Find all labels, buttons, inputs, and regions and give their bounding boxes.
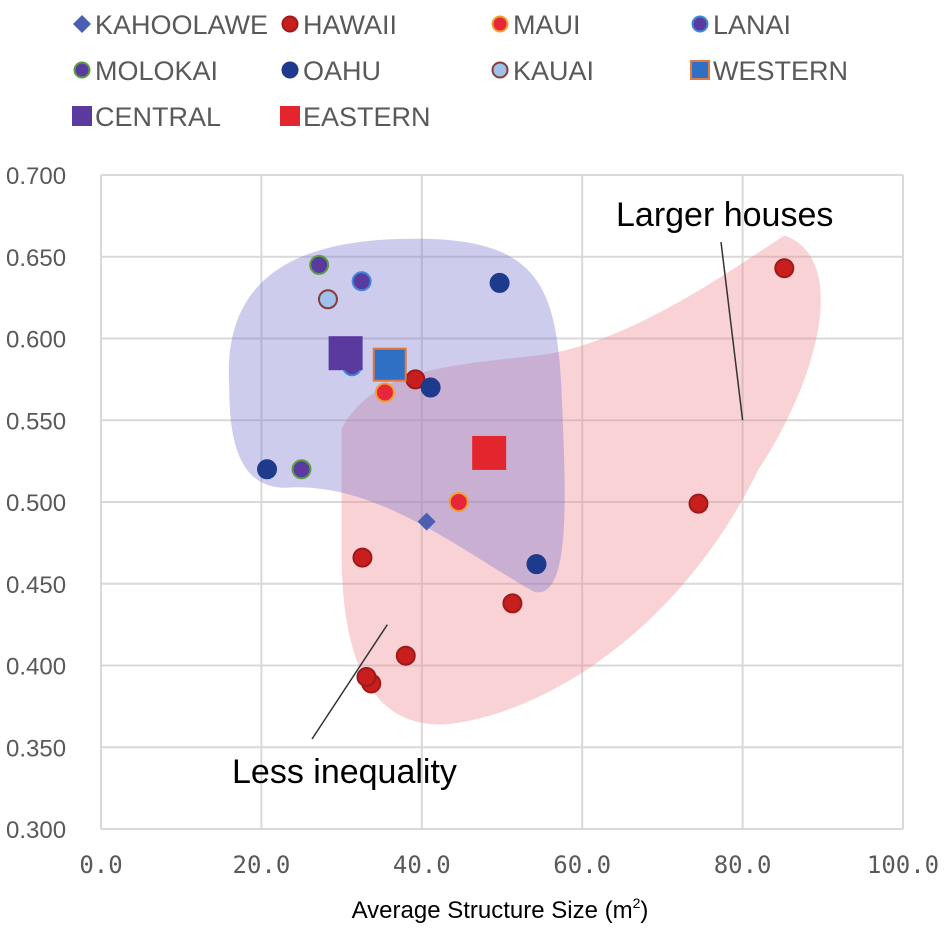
legend-marker-icon xyxy=(691,15,709,33)
legend-item-kauai: KAUAI xyxy=(491,56,594,86)
x-axis-title-end: ) xyxy=(640,897,648,924)
legend-marker-icon xyxy=(491,15,509,33)
series-maui xyxy=(374,382,469,512)
y-tick-label: 0.450 xyxy=(6,572,66,599)
x-axis-title-sup: 2 xyxy=(633,895,641,911)
y-tick-label: 0.400 xyxy=(6,654,66,681)
legend-item-molokai: MOLOKAI xyxy=(73,56,218,86)
grid xyxy=(100,174,904,830)
legend-marker-icon xyxy=(72,106,92,126)
point-hawaii xyxy=(356,666,377,687)
legend-item-maui: MAUI xyxy=(491,10,581,40)
legend-label: EASTERN xyxy=(303,102,431,132)
legend-label: MAUI xyxy=(513,10,581,40)
annotation-larger-houses: Larger houses xyxy=(616,196,833,234)
x-tick-label: 100.0 xyxy=(867,851,939,879)
regions xyxy=(228,235,821,725)
x-tick-label: 40.0 xyxy=(393,851,451,879)
point-central xyxy=(328,336,363,371)
point-kauai xyxy=(317,289,338,310)
leader-line-larger-houses xyxy=(720,241,744,421)
point-western xyxy=(372,347,407,382)
series-eastern xyxy=(472,435,507,470)
data-points xyxy=(257,254,795,694)
y-tick-label: 0.650 xyxy=(6,245,66,272)
legend-marker-icon xyxy=(73,61,91,79)
legend-item-eastern: EASTERN xyxy=(280,102,431,132)
point-molokai xyxy=(291,459,312,480)
leader-line-less-inequality xyxy=(311,624,388,740)
x-tick-label: 0.0 xyxy=(79,851,122,879)
point-oahu xyxy=(489,272,510,293)
point-hawaii xyxy=(774,258,795,279)
x-tick-label: 80.0 xyxy=(714,851,772,879)
y-tick-label: 0.700 xyxy=(6,163,66,190)
point-maui xyxy=(374,382,395,403)
series-hawaii xyxy=(352,258,795,694)
series-oahu xyxy=(257,272,547,575)
legend-label: KAUAI xyxy=(513,56,594,86)
point-eastern xyxy=(472,435,507,470)
annotation-less-inequality: Less inequality xyxy=(232,753,457,791)
legend-marker-icon xyxy=(281,15,299,33)
x-axis-title: Average Structure Size (m2) xyxy=(352,895,649,924)
y-tick-label: 0.300 xyxy=(6,817,66,844)
legend-item-oahu: OAHU xyxy=(281,56,381,86)
legend-label: KAHOOLAWE xyxy=(95,10,268,40)
x-tick-label: 20.0 xyxy=(233,851,291,879)
y-tick-label: 0.500 xyxy=(6,490,66,517)
legend-item-central: CENTRAL xyxy=(72,102,221,132)
legend-item-kahoolawe: KAHOOLAWE xyxy=(73,10,268,40)
legend-label: HAWAII xyxy=(303,10,397,40)
y-tick-label: 0.350 xyxy=(6,735,66,762)
point-molokai xyxy=(309,254,330,275)
x-axis-ticks: 0.0 20.0 40.0 60.0 80.0 100.0 xyxy=(79,851,939,879)
point-hawaii xyxy=(352,547,373,568)
legend-item-hawaii: HAWAII xyxy=(281,10,397,40)
legend: KAHOOLAWE HAWAII MAUI LANAI MOLOKAI OAHU KAUAI… xyxy=(72,10,848,132)
legend-marker-icon xyxy=(281,61,299,79)
x-axis-title-base: Average Structure Size (m xyxy=(352,897,633,924)
series-western xyxy=(372,347,407,382)
series-kahoolawe xyxy=(417,512,436,531)
point-hawaii xyxy=(502,593,523,614)
x-tick-label: 60.0 xyxy=(553,851,611,879)
legend-marker-icon xyxy=(280,106,300,126)
legend-item-western: WESTERN xyxy=(690,56,848,86)
series-central xyxy=(328,336,363,371)
legend-label: OAHU xyxy=(303,56,381,86)
legend-marker-icon xyxy=(73,15,91,33)
legend-item-lanai: LANAI xyxy=(691,10,791,40)
y-tick-label: 0.550 xyxy=(6,408,66,435)
legend-marker-icon xyxy=(690,60,710,80)
series-kauai xyxy=(317,289,338,310)
legend-label: WESTERN xyxy=(713,56,848,86)
legend-label: MOLOKAI xyxy=(95,56,218,86)
point-oahu xyxy=(420,377,441,398)
point-oahu xyxy=(257,459,278,480)
eastern-region xyxy=(341,235,821,725)
western-central-region xyxy=(228,238,565,593)
point-oahu xyxy=(526,554,547,575)
series-molokai xyxy=(291,254,330,480)
point-maui xyxy=(448,492,469,512)
point-hawaii xyxy=(688,493,709,514)
legend-label: CENTRAL xyxy=(95,102,221,132)
legend-label: LANAI xyxy=(713,10,791,40)
point-lanai xyxy=(351,271,372,292)
annotation-leaders xyxy=(311,241,744,740)
point-kahoolawe xyxy=(417,512,436,531)
legend-marker-icon xyxy=(491,61,509,79)
y-axis-ticks: 0.700 0.650 0.600 0.550 0.500 0.450 0.400 0.350… xyxy=(6,163,66,844)
point-hawaii xyxy=(395,645,416,666)
y-tick-label: 0.600 xyxy=(6,327,66,354)
